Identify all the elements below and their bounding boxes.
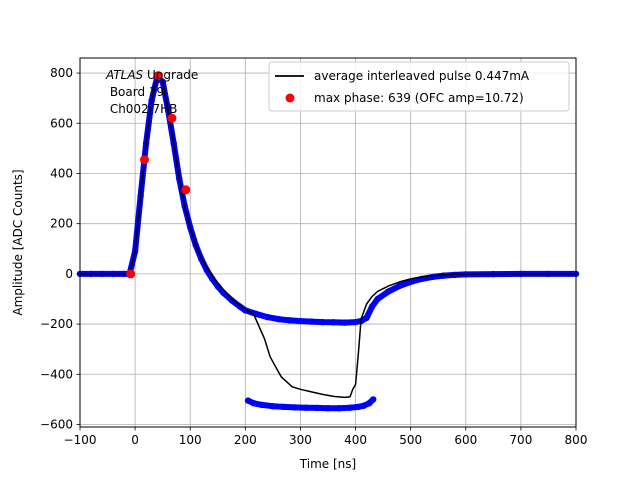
x-tick-label: 500 (399, 433, 422, 447)
sample-point (286, 317, 293, 324)
series-samples-1 (244, 396, 377, 412)
max-phase-marker (153, 71, 163, 81)
legend-entry-2: max phase: 639 (OFC amp=10.72) (314, 91, 524, 105)
legend: average interleaved pulse 0.447mA max ph… (268, 61, 570, 112)
x-tick-label: 400 (344, 433, 367, 447)
annotation-line-2: Board 19 (106, 85, 164, 99)
y-tick-label: 200 (50, 217, 73, 231)
sample-point (203, 266, 210, 274)
sample-point (319, 318, 326, 326)
sample-point (355, 403, 362, 411)
sample-point (341, 319, 348, 326)
annotation-atlas: ATLAS (105, 68, 144, 82)
sample-point (291, 404, 299, 411)
annotation: ATLAS Upgrade Board 19 Ch002 7HB (105, 68, 198, 116)
sample-point (352, 318, 359, 326)
sample-point (258, 401, 266, 409)
sample-point (228, 297, 235, 304)
max-phase-marker (181, 185, 191, 195)
y-tick-label: 0 (65, 267, 73, 281)
sample-point (264, 313, 271, 321)
sample-point (363, 314, 370, 321)
y-axis-label: Amplitude [ADC Counts] (11, 169, 25, 315)
sample-point (250, 400, 257, 407)
sample-point (396, 282, 403, 290)
sample-point (335, 405, 343, 412)
x-tick-label: 100 (179, 433, 202, 447)
max-phase-marker (126, 269, 136, 279)
sample-point (297, 317, 304, 325)
annotation-line-1: ATLAS Upgrade (105, 68, 198, 82)
y-tick-label: −600 (40, 417, 73, 431)
sample-point (244, 397, 252, 404)
legend-marker-swatch (285, 93, 295, 103)
y-tick-label: −200 (40, 317, 73, 331)
sample-point (324, 405, 332, 412)
x-tick-label: 0 (131, 433, 139, 447)
axes-frame (79, 57, 577, 428)
x-tick-label: 200 (234, 433, 257, 447)
y-tick-label: 600 (50, 116, 73, 130)
legend-entry-1: average interleaved pulse 0.447mA (314, 69, 530, 83)
sample-point (236, 303, 243, 310)
x-tick-label: 800 (565, 433, 588, 447)
sample-point (269, 403, 277, 410)
sample-point (346, 404, 354, 411)
plot-area (76, 71, 580, 412)
x-tick-label: −100 (64, 433, 97, 447)
average-pulse-line (80, 76, 576, 399)
max-phase-marker (167, 113, 177, 123)
sample-point (330, 319, 337, 326)
x-axis-label: Time [ns] (299, 457, 356, 471)
annotation-upgrade: Upgrade (143, 68, 198, 82)
y-tick-label: 400 (50, 166, 73, 180)
sample-point (429, 273, 436, 281)
sample-point (370, 396, 377, 403)
sample-point (280, 403, 288, 411)
y-tick-label: −400 (40, 367, 73, 381)
sample-point (407, 278, 414, 286)
annotation-line-3: Ch002 7HB (106, 102, 177, 116)
sample-point (360, 402, 367, 409)
x-tick-label: 300 (289, 433, 312, 447)
y-tick-label: 800 (50, 66, 73, 80)
x-tick-label: 600 (454, 433, 477, 447)
sample-point (302, 404, 310, 411)
sample-point (313, 404, 321, 412)
legend-box (268, 61, 570, 112)
max-phase-marker (140, 155, 149, 165)
sample-point (385, 288, 392, 295)
sample-point (374, 295, 381, 303)
ticks: −100 0 100 200 300 400 500 600 700 800 −600 −400 −20… (40, 66, 587, 447)
sample-point (275, 315, 282, 323)
x-tick-label: 700 (509, 433, 532, 447)
sample-point (368, 303, 376, 310)
sample-point (308, 318, 315, 325)
